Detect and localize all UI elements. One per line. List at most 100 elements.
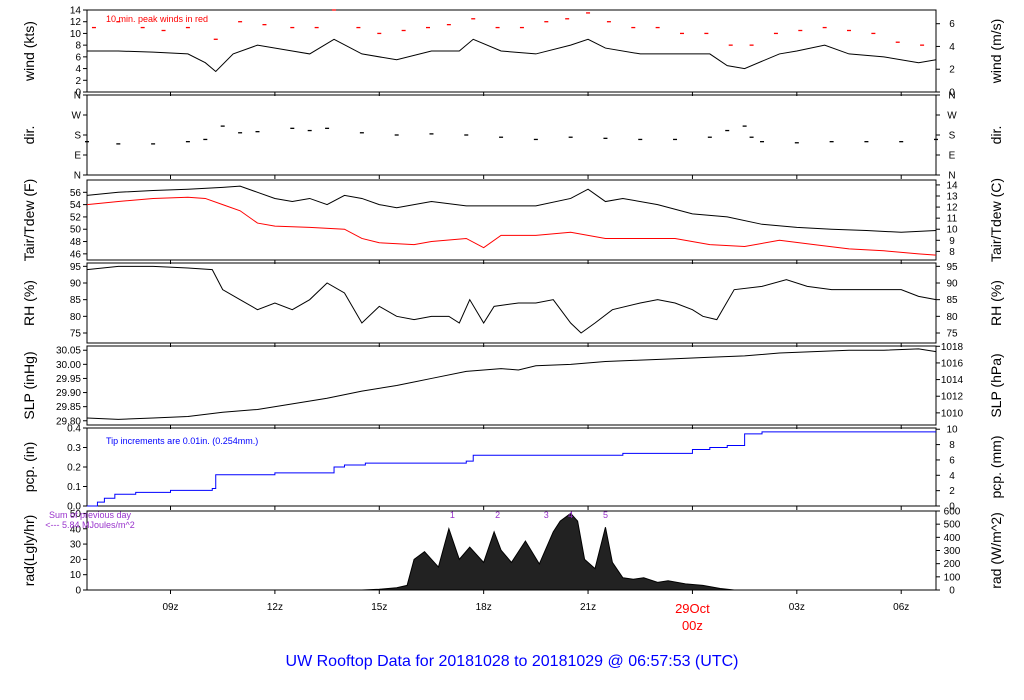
y-tick-label-right: 10 bbox=[946, 425, 958, 436]
y-axis-label-right: wind (m/s) bbox=[988, 19, 1004, 85]
y-tick-label-left: 0.4 bbox=[67, 424, 81, 435]
y-tick-label-left: 30.05 bbox=[56, 346, 81, 357]
y-tick-label-right: 6 bbox=[949, 455, 955, 466]
y-tick-label-left: N bbox=[74, 91, 81, 102]
panel-slp: 29.80 29.85 29.90 29.95 30.00 30.05 1010 1012 10… bbox=[21, 342, 1004, 429]
y-tick-label-right: 85 bbox=[946, 295, 958, 306]
series-line bbox=[86, 348, 937, 420]
y-tick-label-left: 40 bbox=[70, 524, 82, 535]
y-tick-label-left: N bbox=[74, 171, 81, 182]
y-tick-label-left: 90 bbox=[70, 279, 82, 290]
series-step bbox=[87, 431, 936, 507]
y-tick-label-right: 1014 bbox=[941, 375, 964, 386]
y-tick-label-left: 10 bbox=[70, 29, 82, 40]
series-line bbox=[86, 265, 937, 334]
y-tick-label-right: 200 bbox=[944, 559, 961, 570]
y-tick-label-left: 75 bbox=[70, 329, 82, 340]
y-tick-label-left: 85 bbox=[70, 295, 82, 306]
y-tick-label-left: 52 bbox=[70, 212, 82, 223]
y-tick-label-left: 0.3 bbox=[67, 443, 81, 454]
series-area bbox=[361, 512, 735, 591]
y-tick-label-left: 8 bbox=[75, 41, 81, 52]
y-tick-label-left: 29.80 bbox=[56, 416, 81, 427]
rad-marker: 5 bbox=[603, 510, 608, 520]
y-tick-label-left: 0 bbox=[75, 88, 81, 99]
x-tick-label: 12z bbox=[267, 602, 283, 613]
y-tick-label-right: 10 bbox=[946, 225, 958, 236]
x-tick-label: 21z bbox=[580, 602, 596, 613]
y-tick-label-right: 0 bbox=[949, 502, 955, 513]
y-tick-label-right: 1018 bbox=[941, 342, 964, 353]
y-axis-label-right: dir. bbox=[988, 126, 1004, 145]
y-tick-label-left: W bbox=[72, 111, 82, 122]
y-tick-label-left: 80 bbox=[70, 312, 82, 323]
y-tick-label-left: 29.90 bbox=[56, 388, 81, 399]
y-axis-label-left: wind (kts) bbox=[21, 21, 37, 82]
y-axis-label-right: pcp. (mm) bbox=[988, 436, 1004, 499]
y-tick-label-right: 2 bbox=[949, 486, 955, 497]
y-axis-label-left: Tair/Tdew (F) bbox=[21, 179, 37, 261]
y-tick-label-right: 1016 bbox=[941, 358, 964, 369]
y-tick-label-right: 9 bbox=[949, 236, 955, 247]
y-tick-label-left: 0.0 bbox=[67, 502, 81, 513]
y-tick-label-right: 14 bbox=[946, 180, 958, 191]
y-tick-label-right: 6 bbox=[949, 19, 955, 30]
y-tick-label-left: 12 bbox=[70, 17, 82, 28]
y-tick-label-left: 30.00 bbox=[56, 360, 81, 371]
y-tick-label-right: N bbox=[948, 91, 955, 102]
y-axis-label-left: rad(Lgly/hr) bbox=[21, 515, 37, 587]
y-tick-label-left: 46 bbox=[70, 249, 82, 260]
y-tick-label-left: 6 bbox=[75, 52, 81, 63]
y-tick-label-right: S bbox=[949, 131, 956, 142]
panel-pcp: 0.0 0.1 0.2 0.3 0.4 0 2 4 6 8 10 pcp. (in) pcp. (mm)… bbox=[21, 424, 1004, 513]
series-line bbox=[86, 196, 937, 256]
rad-marker: 2 bbox=[495, 510, 500, 520]
y-tick-label-right: 100 bbox=[944, 572, 961, 583]
y-tick-label-right: 1012 bbox=[941, 392, 964, 403]
y-tick-label-left: 50 bbox=[70, 509, 82, 520]
y-tick-label-left: 14 bbox=[70, 6, 82, 17]
plot-frame bbox=[86, 345, 937, 426]
y-tick-label-left: 0.2 bbox=[67, 463, 81, 474]
y-tick-label-right: 8 bbox=[949, 440, 955, 451]
y-tick-label-right: 4 bbox=[949, 42, 955, 53]
y-tick-label-left: 29.95 bbox=[56, 374, 81, 385]
y-tick-label-left: 4 bbox=[75, 64, 81, 75]
y-tick-label-right: N bbox=[948, 171, 955, 182]
y-tick-label-left: 10 bbox=[70, 570, 82, 581]
y-tick-label-right: 8 bbox=[949, 247, 955, 258]
x-tick-label: 15z bbox=[371, 602, 387, 613]
y-tick-label-left: 0.1 bbox=[67, 482, 81, 493]
x-tick-label: 09z bbox=[162, 602, 178, 613]
y-axis-label-right: Tair/Tdew (C) bbox=[988, 178, 1004, 262]
plot-frame bbox=[86, 94, 937, 176]
y-tick-label-right: 4 bbox=[949, 471, 955, 482]
y-tick-label-right: 12 bbox=[946, 203, 958, 214]
y-tick-label-left: 50 bbox=[70, 225, 82, 236]
x-tick-label: 03z bbox=[789, 602, 805, 613]
y-axis-label-right: RH (%) bbox=[988, 280, 1004, 326]
x-tick-label: 18z bbox=[476, 602, 492, 613]
y-tick-label-right: 2 bbox=[949, 65, 955, 76]
y-tick-label-right: 300 bbox=[944, 546, 961, 557]
panel-rad: 010203040500100200300400500600rad(Lgly/h… bbox=[21, 507, 1004, 597]
rad-annotation-line2: <--- 5.84 MJoules/m^2 bbox=[45, 520, 135, 530]
panel-rh: 75 80 85 90 95 75 80 85 90 95 RH (%) RH (%) bbox=[21, 262, 1004, 347]
wind-annotation: 10 min. peak winds in red bbox=[106, 14, 208, 24]
y-tick-label-left: 48 bbox=[70, 237, 82, 248]
y-tick-label-right: 1010 bbox=[941, 408, 964, 419]
y-tick-label-left: 30 bbox=[70, 540, 82, 551]
rad-marker: 4 bbox=[568, 510, 573, 520]
rad-marker: 1 bbox=[450, 510, 455, 520]
y-tick-label-left: 56 bbox=[70, 188, 82, 199]
y-tick-label-right: 80 bbox=[946, 312, 958, 323]
plot-frame bbox=[86, 9, 937, 93]
y-axis-label-right: rad (W/m^2) bbox=[988, 512, 1004, 589]
y-tick-label-right: 600 bbox=[944, 507, 961, 518]
y-axis-label-left: RH (%) bbox=[21, 280, 37, 326]
plot-frame bbox=[86, 262, 937, 344]
